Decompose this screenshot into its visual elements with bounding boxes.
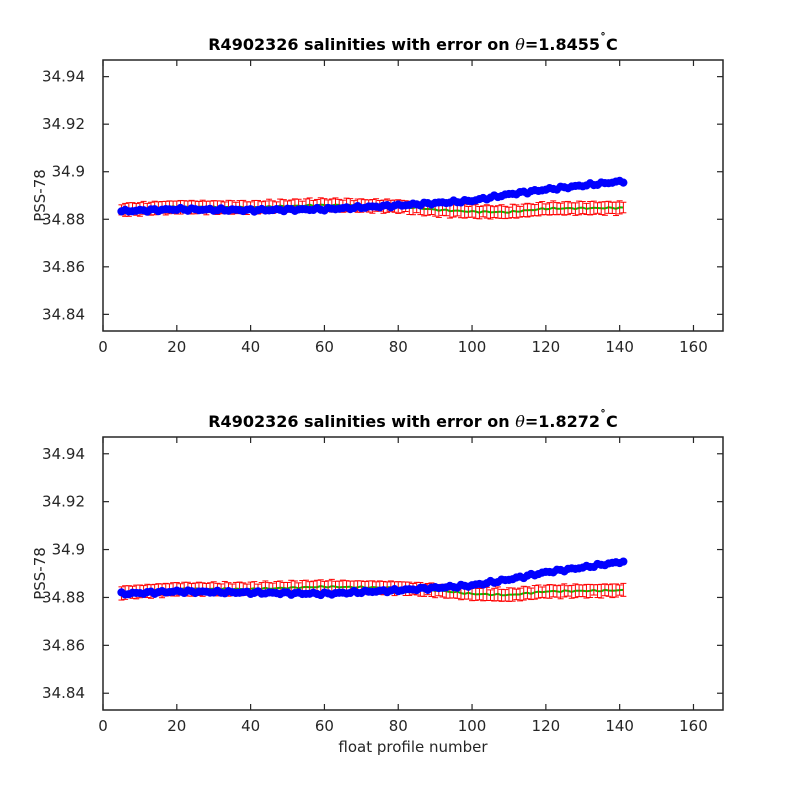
y-tick-label: 34.94	[42, 445, 85, 463]
y-tick-label: 34.9	[52, 541, 85, 559]
x-tick-label: 0	[98, 717, 108, 735]
error-bar	[539, 586, 546, 598]
error-bar	[476, 206, 483, 220]
error-bar	[557, 202, 564, 215]
error-bar	[572, 202, 579, 216]
x-tick-label: 120	[532, 338, 561, 356]
axes-box	[102, 59, 724, 332]
error-bar	[483, 204, 490, 219]
error-bar	[594, 202, 601, 214]
error-bar	[612, 201, 619, 217]
error-bar	[561, 583, 568, 598]
error-bar	[513, 204, 520, 219]
x-tick-label: 60	[315, 717, 334, 735]
x-tick-label: 140	[605, 338, 634, 356]
error-bar	[487, 589, 494, 601]
y-tick-label: 34.84	[42, 684, 85, 702]
x-tick-label: 160	[679, 338, 708, 356]
error-bar	[553, 585, 560, 598]
error-bar	[524, 586, 531, 600]
error-bar	[620, 582, 627, 597]
error-bar	[572, 583, 579, 599]
error-bar	[601, 583, 608, 597]
y-tick-label: 34.86	[42, 636, 85, 654]
y-axis-label: PSS-78	[31, 169, 49, 222]
error-bar	[568, 584, 575, 599]
plot-area	[117, 557, 628, 602]
error-bar	[535, 584, 542, 599]
y-tick-label: 34.94	[42, 68, 85, 86]
error-bar	[605, 584, 612, 597]
error-bar	[480, 205, 487, 218]
error-bar	[531, 585, 538, 600]
error-bar	[616, 584, 623, 596]
plot-area	[117, 176, 628, 220]
error-bar	[612, 583, 619, 598]
x-tick-label: 20	[167, 338, 186, 356]
x-tick-label: 0	[98, 338, 108, 356]
y-tick-label: 34.84	[42, 305, 85, 323]
error-bar	[565, 200, 571, 216]
error-bar	[524, 202, 531, 218]
error-bar	[517, 205, 524, 218]
x-axis-label: float profile number	[338, 738, 488, 756]
error-bar	[546, 202, 553, 216]
float-salinity-point	[619, 178, 628, 187]
x-tick-label: 40	[241, 717, 260, 735]
x-tick-label: 140	[605, 717, 634, 735]
y-tick-label: 34.86	[42, 258, 85, 276]
error-bar	[517, 587, 524, 602]
error-bar	[535, 202, 542, 217]
chart-title: R4902326 salinities with error on θ=1.82…	[208, 408, 618, 431]
y-tick-label: 34.88	[42, 210, 85, 228]
y-axis-label: PSS-78	[31, 547, 49, 600]
error-bar	[491, 206, 498, 218]
error-bar	[579, 201, 586, 215]
error-bar	[557, 584, 564, 600]
x-tick-label: 120	[532, 717, 561, 735]
x-tick-label: 160	[679, 717, 708, 735]
error-bar	[476, 587, 483, 601]
error-bar	[620, 201, 627, 214]
error-bar	[513, 588, 520, 601]
float-salinity-point	[619, 557, 628, 566]
chart-title: R4902326 salinities with error on θ=1.84…	[208, 31, 618, 54]
chart-panel-1: R4902326 salinities with error on θ=1.84…	[31, 31, 724, 356]
y-tick-label: 34.88	[42, 588, 85, 606]
error-bar	[494, 586, 501, 602]
x-tick-label: 20	[167, 717, 186, 735]
error-bar	[487, 205, 494, 220]
error-bar	[528, 203, 535, 217]
y-tick-label: 34.92	[42, 115, 85, 133]
x-tick-label: 80	[389, 338, 408, 356]
error-bar	[505, 206, 512, 219]
error-bar	[579, 584, 586, 598]
x-tick-label: 100	[458, 717, 487, 735]
x-tick-label: 80	[389, 717, 408, 735]
error-bar	[616, 200, 623, 215]
x-tick-label: 40	[241, 338, 260, 356]
error-bar	[509, 203, 516, 219]
error-bar	[590, 200, 597, 215]
y-tick-label: 34.92	[42, 493, 85, 511]
chart-panel-2: R4902326 salinities with error on θ=1.82…	[31, 408, 724, 756]
y-tick-label: 34.9	[52, 163, 85, 181]
x-tick-label: 100	[458, 338, 487, 356]
axes-box	[102, 436, 724, 711]
x-tick-label: 60	[315, 338, 334, 356]
error-bar	[509, 587, 516, 602]
